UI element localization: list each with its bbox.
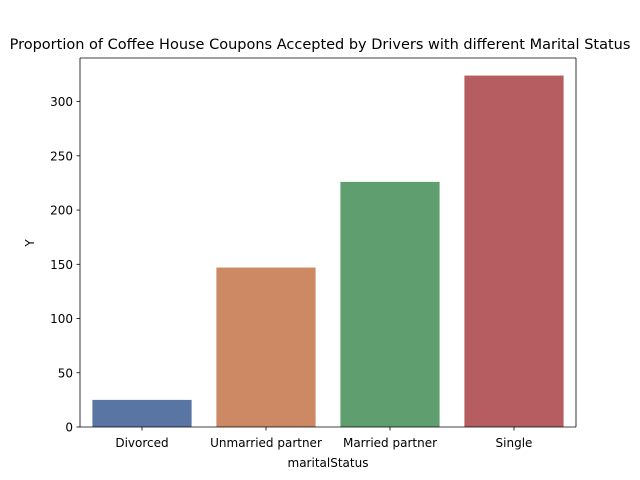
- y-tick-label: 50: [58, 366, 73, 380]
- x-tick-label: Unmarried partner: [210, 436, 322, 450]
- x-tick-label: Married partner: [343, 436, 437, 450]
- y-tick-label: 100: [50, 312, 73, 326]
- x-axis-label: maritalStatus: [288, 456, 369, 470]
- axes-layer: 0 50 100 150 200 250 300 Divorced Unmarried part…: [50, 57, 577, 450]
- x-tick-label: Divorced: [115, 436, 168, 450]
- y-tick-label: 250: [50, 149, 73, 163]
- bar-single: [464, 75, 564, 428]
- bar-unmarried-partner: [216, 267, 316, 427]
- x-tick-label: Single: [496, 436, 533, 450]
- y-tick-label: 0: [65, 421, 73, 435]
- chart-title: Proportion of Coffee House Coupons Accep…: [10, 37, 631, 53]
- bars-layer: [92, 75, 564, 428]
- y-tick-label: 300: [50, 95, 73, 109]
- bar-divorced: [92, 399, 192, 427]
- y-tick-label: 150: [50, 258, 73, 272]
- bar-married-partner: [340, 181, 440, 427]
- y-axis-label: Y: [23, 239, 37, 248]
- y-tick-label: 200: [50, 204, 73, 218]
